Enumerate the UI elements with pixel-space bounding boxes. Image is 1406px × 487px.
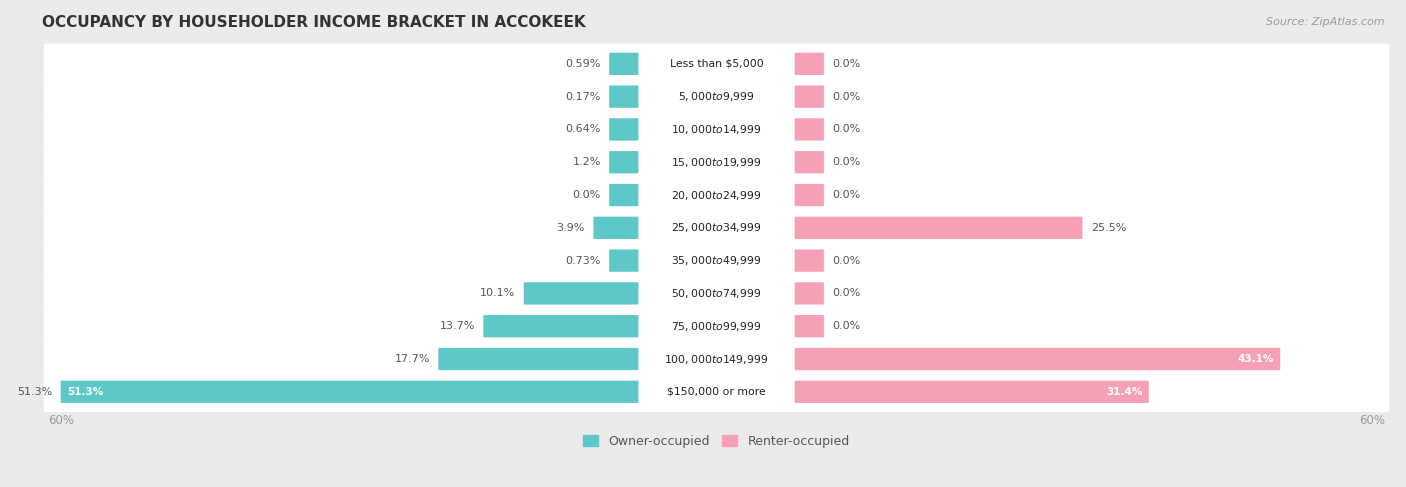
Text: Less than $5,000: Less than $5,000	[669, 59, 763, 69]
Text: 17.7%: 17.7%	[395, 354, 430, 364]
Text: 51.3%: 51.3%	[17, 387, 52, 397]
Text: $35,000 to $49,999: $35,000 to $49,999	[672, 254, 762, 267]
Text: $5,000 to $9,999: $5,000 to $9,999	[678, 90, 755, 103]
Text: 25.5%: 25.5%	[1091, 223, 1126, 233]
FancyBboxPatch shape	[794, 184, 824, 206]
Text: 0.0%: 0.0%	[832, 190, 860, 200]
Text: 0.0%: 0.0%	[832, 157, 860, 167]
Text: $75,000 to $99,999: $75,000 to $99,999	[672, 319, 762, 333]
FancyBboxPatch shape	[439, 348, 638, 370]
Text: 13.7%: 13.7%	[440, 321, 475, 331]
FancyBboxPatch shape	[794, 381, 1149, 403]
Text: 0.0%: 0.0%	[832, 256, 860, 265]
FancyBboxPatch shape	[44, 306, 1389, 347]
Text: 0.73%: 0.73%	[565, 256, 600, 265]
Text: 0.0%: 0.0%	[832, 125, 860, 134]
Text: 31.4%: 31.4%	[1107, 387, 1143, 397]
FancyBboxPatch shape	[44, 338, 1389, 379]
FancyBboxPatch shape	[794, 53, 824, 75]
FancyBboxPatch shape	[609, 249, 638, 272]
Text: 0.0%: 0.0%	[832, 288, 860, 299]
Text: Source: ZipAtlas.com: Source: ZipAtlas.com	[1267, 17, 1385, 27]
Text: $20,000 to $24,999: $20,000 to $24,999	[672, 188, 762, 202]
Text: 0.0%: 0.0%	[832, 321, 860, 331]
FancyBboxPatch shape	[44, 207, 1389, 248]
Text: 0.59%: 0.59%	[565, 59, 600, 69]
FancyBboxPatch shape	[60, 381, 638, 403]
FancyBboxPatch shape	[794, 217, 1083, 239]
FancyBboxPatch shape	[44, 273, 1389, 314]
FancyBboxPatch shape	[44, 142, 1389, 183]
Text: 3.9%: 3.9%	[557, 223, 585, 233]
Text: $50,000 to $74,999: $50,000 to $74,999	[672, 287, 762, 300]
FancyBboxPatch shape	[609, 53, 638, 75]
FancyBboxPatch shape	[794, 118, 824, 141]
FancyBboxPatch shape	[44, 109, 1389, 150]
FancyBboxPatch shape	[524, 282, 638, 304]
FancyBboxPatch shape	[794, 348, 1281, 370]
FancyBboxPatch shape	[794, 249, 824, 272]
Legend: Owner-occupied, Renter-occupied: Owner-occupied, Renter-occupied	[583, 435, 849, 448]
Text: 43.1%: 43.1%	[1237, 354, 1274, 364]
Text: $25,000 to $34,999: $25,000 to $34,999	[672, 221, 762, 234]
Text: OCCUPANCY BY HOUSEHOLDER INCOME BRACKET IN ACCOKEEK: OCCUPANCY BY HOUSEHOLDER INCOME BRACKET …	[42, 15, 586, 30]
FancyBboxPatch shape	[609, 86, 638, 108]
FancyBboxPatch shape	[44, 76, 1389, 117]
Text: 1.2%: 1.2%	[572, 157, 600, 167]
Text: 0.17%: 0.17%	[565, 92, 600, 102]
FancyBboxPatch shape	[794, 282, 824, 304]
Text: 0.0%: 0.0%	[832, 59, 860, 69]
Text: $150,000 or more: $150,000 or more	[668, 387, 766, 397]
FancyBboxPatch shape	[794, 315, 824, 337]
Text: $10,000 to $14,999: $10,000 to $14,999	[672, 123, 762, 136]
FancyBboxPatch shape	[794, 86, 824, 108]
FancyBboxPatch shape	[609, 184, 638, 206]
FancyBboxPatch shape	[44, 372, 1389, 412]
FancyBboxPatch shape	[44, 175, 1389, 215]
Text: $15,000 to $19,999: $15,000 to $19,999	[672, 156, 762, 169]
Text: 60%: 60%	[1360, 414, 1385, 427]
FancyBboxPatch shape	[44, 240, 1389, 281]
FancyBboxPatch shape	[609, 151, 638, 173]
Text: 0.0%: 0.0%	[572, 190, 600, 200]
FancyBboxPatch shape	[794, 151, 824, 173]
Text: 10.1%: 10.1%	[479, 288, 516, 299]
Text: 0.0%: 0.0%	[832, 92, 860, 102]
Text: 0.64%: 0.64%	[565, 125, 600, 134]
Text: $100,000 to $149,999: $100,000 to $149,999	[665, 353, 769, 366]
Text: 51.3%: 51.3%	[67, 387, 103, 397]
FancyBboxPatch shape	[609, 118, 638, 141]
FancyBboxPatch shape	[593, 217, 638, 239]
Text: 60%: 60%	[48, 414, 73, 427]
FancyBboxPatch shape	[484, 315, 638, 337]
FancyBboxPatch shape	[44, 43, 1389, 84]
